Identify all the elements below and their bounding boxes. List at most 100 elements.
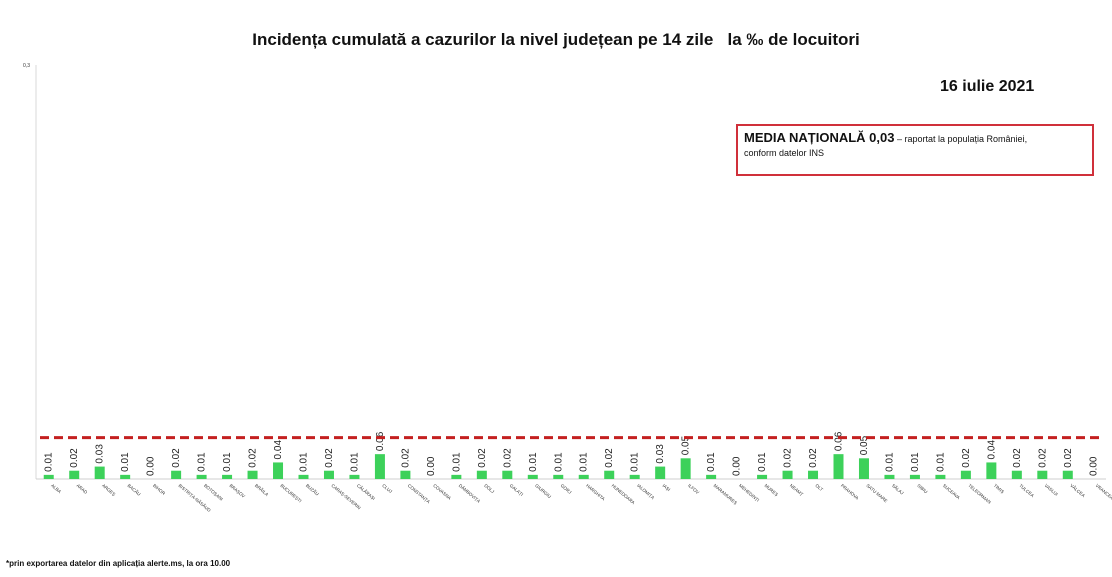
bar (680, 458, 691, 479)
bar-value-label: 0.01 (553, 452, 564, 472)
bar-value-label: 0.02 (961, 448, 972, 468)
category-label: PRAHOVA (840, 483, 860, 501)
bar-value-label: 0.01 (44, 452, 55, 472)
bar-value-label: 0.01 (222, 452, 233, 472)
bar-value-label: 0.01 (757, 452, 768, 472)
category-label: BRĂILA (254, 482, 270, 497)
bar (858, 458, 869, 479)
category-label: MEHEDINȚI (738, 483, 760, 503)
category-label: TIMIȘ (993, 483, 1005, 495)
y-tick-label: 0,3 (23, 63, 30, 69)
bar-value-label: 0.01 (884, 452, 895, 472)
category-label: BUZĂU (305, 482, 321, 496)
bar (833, 454, 844, 479)
bar (527, 474, 538, 479)
bar-value-label: 0.01 (451, 452, 462, 472)
bar (374, 454, 385, 479)
bar-value-label: 0.02 (69, 448, 80, 468)
category-label: BRAȘOV (228, 483, 246, 499)
bar (909, 474, 920, 479)
bar (757, 474, 768, 479)
footnote-source: alerte.ms (146, 559, 183, 568)
bar (706, 474, 717, 479)
bar (884, 474, 895, 479)
bar (629, 474, 640, 479)
bar-value-label: 0.06 (834, 431, 845, 451)
category-label: MARAMUREȘ (712, 483, 738, 506)
bar-value-label: 0.01 (299, 452, 310, 472)
category-label: CĂLĂRAȘI (356, 482, 377, 501)
bar-value-label: 0.01 (197, 452, 208, 472)
bar (1011, 470, 1022, 479)
bar-value-label: 0.02 (1037, 448, 1048, 468)
category-label: IAȘI (662, 483, 672, 492)
bar (1062, 470, 1073, 479)
category-label: GIURGIU (534, 483, 552, 499)
bar-value-label: 0.04 (273, 440, 284, 460)
category-label: GALAȚI (509, 483, 524, 497)
bar (120, 474, 131, 479)
bar-value-label: 0.01 (910, 452, 921, 472)
bar-value-label: 0.03 (95, 444, 106, 464)
bar-value-label: 0.05 (681, 435, 692, 455)
category-label: BACĂU (127, 482, 143, 497)
bar (986, 462, 997, 479)
bar (400, 470, 411, 479)
bar-value-label: 0.05 (859, 435, 870, 455)
bar (578, 474, 589, 479)
category-label: CONSTANȚA (407, 483, 431, 504)
bar-value-label: 0.01 (935, 452, 946, 472)
bar-value-label: 0.02 (604, 448, 615, 468)
footnote-prefix: *prin exportarea datelor din aplicația (6, 559, 147, 568)
bar (298, 474, 309, 479)
category-label: OLT (814, 483, 824, 492)
bar-value-label: 0.00 (146, 456, 157, 476)
bar (782, 470, 793, 479)
bar (43, 474, 54, 479)
bar (604, 470, 615, 479)
category-label: BIHOR (152, 483, 167, 496)
category-label: HARGHITA (585, 483, 606, 502)
footnote: *prin exportarea datelor din aplicația a… (6, 559, 230, 568)
category-label: VRANCEA (1095, 483, 1112, 501)
bar-value-label: 0.02 (324, 448, 335, 468)
bar-value-label: 0.02 (1063, 448, 1074, 468)
category-label: SĂLAJ (891, 482, 905, 495)
bar-value-label: 0.02 (1012, 448, 1023, 468)
category-label: VÂLCEA (1069, 482, 1086, 498)
bar-value-label: 0.03 (655, 444, 666, 464)
category-label: NEAMȚ (789, 483, 804, 497)
bar-value-label: 0.01 (579, 452, 590, 472)
bar (323, 470, 334, 479)
bar (655, 466, 666, 479)
category-label: BUCUREȘTI (279, 483, 302, 504)
category-label: ILFOV (687, 483, 700, 495)
category-label: MUREȘ (763, 483, 779, 497)
category-label: HUNEDOARA (611, 483, 636, 505)
bar (808, 470, 819, 479)
bar-value-label: 0.02 (248, 448, 259, 468)
bar-value-label: 0.02 (477, 448, 488, 468)
bar-value-label: 0.02 (808, 448, 819, 468)
footnote-suffix: , la ora 10.00 (182, 559, 231, 568)
bar (960, 470, 971, 479)
bar-value-label: 0.02 (400, 448, 411, 468)
category-label: VASLUI (1044, 483, 1059, 497)
bar (273, 462, 284, 479)
category-label: BOTOȘANI (203, 483, 224, 502)
category-label: SIBIU (916, 483, 928, 494)
bar (247, 470, 258, 479)
bar (196, 474, 207, 479)
chart-date: 16 iulie 2021 (940, 78, 1035, 95)
national-average-box: MEDIA NAȚIONALĂ 0,03 – raportat la popul… (736, 124, 1094, 176)
category-label: TULCEA (1018, 483, 1035, 498)
bar (553, 474, 564, 479)
bar (502, 470, 513, 479)
chart-title: Incidența cumulată a cazurilor la nivel … (252, 30, 860, 49)
bar (1037, 470, 1048, 479)
bar-value-label: 0.01 (706, 452, 717, 472)
bar (222, 474, 233, 479)
bar (94, 466, 105, 479)
bar-value-label: 0.00 (732, 456, 743, 476)
category-label: ALBA (50, 483, 62, 494)
